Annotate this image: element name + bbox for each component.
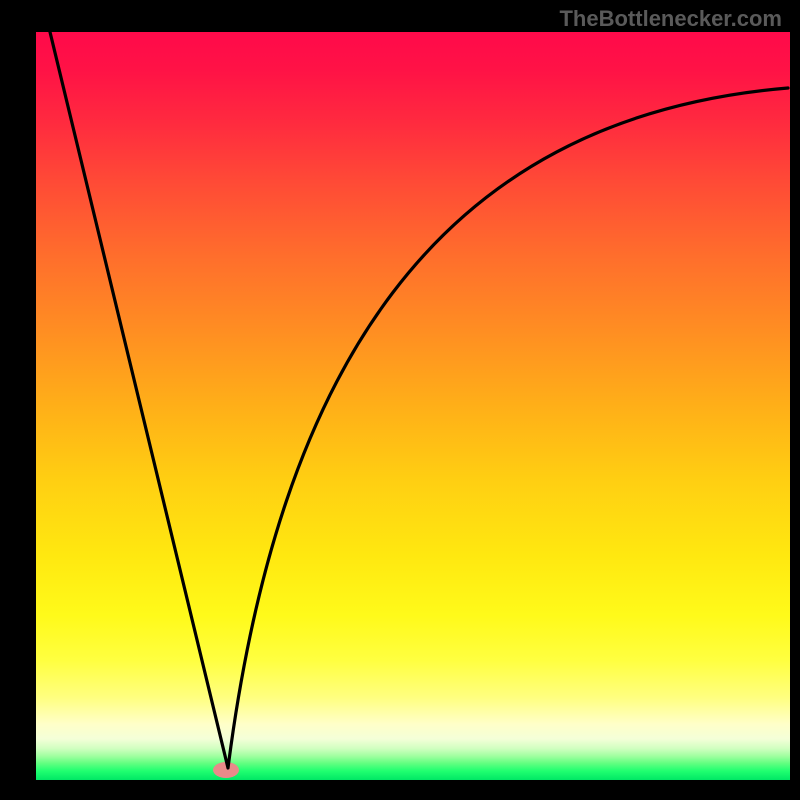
chart-container: TheBottlenecker.com bbox=[0, 0, 800, 800]
chart-svg bbox=[0, 0, 800, 800]
watermark-text: TheBottlenecker.com bbox=[559, 6, 782, 32]
gradient-background bbox=[36, 32, 790, 780]
